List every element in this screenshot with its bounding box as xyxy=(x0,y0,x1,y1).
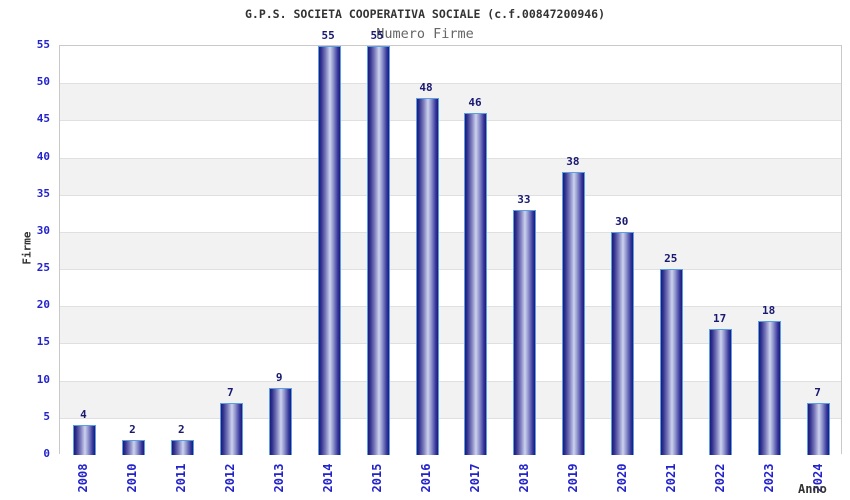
x-tick-text: 2020 xyxy=(614,463,629,493)
bar-2024 xyxy=(807,402,831,455)
plot-band xyxy=(60,231,841,270)
x-tick-text: 2019 xyxy=(565,463,580,493)
plot-band xyxy=(60,83,841,121)
bar-value-label: 9 xyxy=(275,371,283,385)
x-tick-text: 2013 xyxy=(272,463,287,493)
grid-line xyxy=(60,306,841,308)
bar-2016 xyxy=(415,98,439,455)
x-tick-text: 2014 xyxy=(321,463,336,493)
bar-value-label: 46 xyxy=(468,95,482,109)
bar-value-label: 7 xyxy=(814,385,821,399)
bar-value-label: 25 xyxy=(664,252,678,266)
y-tick-label: 45 xyxy=(36,112,50,126)
x-tick-text: 2022 xyxy=(712,463,727,493)
bar-value-label: 38 xyxy=(566,155,580,169)
bar-2010 xyxy=(121,440,145,455)
grid-line xyxy=(60,120,841,122)
bar-2012 xyxy=(219,402,243,455)
grid-line xyxy=(60,269,841,271)
bar-2018 xyxy=(513,209,537,455)
x-axis-label: Anno xyxy=(798,482,827,496)
y-tick-label: 15 xyxy=(36,335,50,349)
y-tick-label: 20 xyxy=(36,298,50,312)
y-tick-label: 10 xyxy=(36,372,50,386)
chart-subtitle: Numero Firme xyxy=(376,26,474,42)
x-tick-text: 2011 xyxy=(174,463,189,493)
x-tick-text: 2023 xyxy=(761,463,776,493)
bar-value-label: 33 xyxy=(517,192,531,206)
x-tick-text: 2010 xyxy=(125,463,140,493)
plot-band xyxy=(60,269,841,307)
bar-2013 xyxy=(268,388,292,455)
bar-value-label: 7 xyxy=(226,385,234,399)
bar-2020 xyxy=(611,231,635,455)
plot-area xyxy=(59,45,842,455)
grid-line xyxy=(60,231,841,233)
plot-band xyxy=(60,157,841,195)
bar-value-label: 4 xyxy=(80,408,87,422)
bar-value-label: 18 xyxy=(761,304,776,318)
grid-line xyxy=(60,417,841,419)
x-tick-text: 2008 xyxy=(76,463,91,493)
x-tick-text: 2017 xyxy=(467,463,482,493)
x-tick-text: 2016 xyxy=(419,463,434,493)
x-tick-text: 2015 xyxy=(370,463,385,493)
bar-2008 xyxy=(72,425,96,455)
plot-band xyxy=(60,120,841,158)
page-title: G.P.S. SOCIETA COOPERATIVA SOCIALE (c.f.… xyxy=(244,7,606,21)
bar-2014 xyxy=(317,46,341,455)
y-tick-label: 35 xyxy=(36,186,50,200)
bar-2021 xyxy=(660,269,684,455)
grid-line xyxy=(60,343,841,345)
bar-2017 xyxy=(464,112,488,455)
y-tick-label: 50 xyxy=(36,75,50,89)
y-tick-label: 30 xyxy=(36,223,50,237)
grid-line xyxy=(60,83,841,85)
y-tick-label: 55 xyxy=(36,38,50,51)
bar-2015 xyxy=(366,46,390,455)
y-tick-label: 5 xyxy=(43,409,50,423)
bar-value-label: 48 xyxy=(419,81,433,95)
y-tick-label: 0 xyxy=(43,447,50,460)
x-tick-text: 2018 xyxy=(516,463,531,493)
bar-2023 xyxy=(758,321,782,455)
x-tick-text: 2021 xyxy=(663,463,678,493)
bar-value-label: 17 xyxy=(713,311,727,325)
bar-2022 xyxy=(709,328,733,455)
bar-value-label: 2 xyxy=(178,423,185,437)
bar-value-label: 55 xyxy=(321,29,335,42)
y-tick-label: 40 xyxy=(36,149,50,163)
bar-2011 xyxy=(170,440,194,455)
plot-band xyxy=(60,194,841,232)
x-tick-text: 2012 xyxy=(223,463,238,493)
y-tick-label: 25 xyxy=(36,261,50,275)
bar-value-label: 55 xyxy=(370,29,384,42)
grid-line xyxy=(60,194,841,196)
bar-value-label: 30 xyxy=(615,214,629,228)
grid-line xyxy=(60,380,841,382)
plot-band xyxy=(60,46,841,84)
bar-value-label: 2 xyxy=(129,423,136,437)
bar-2019 xyxy=(562,172,586,455)
grid-line xyxy=(60,157,841,159)
